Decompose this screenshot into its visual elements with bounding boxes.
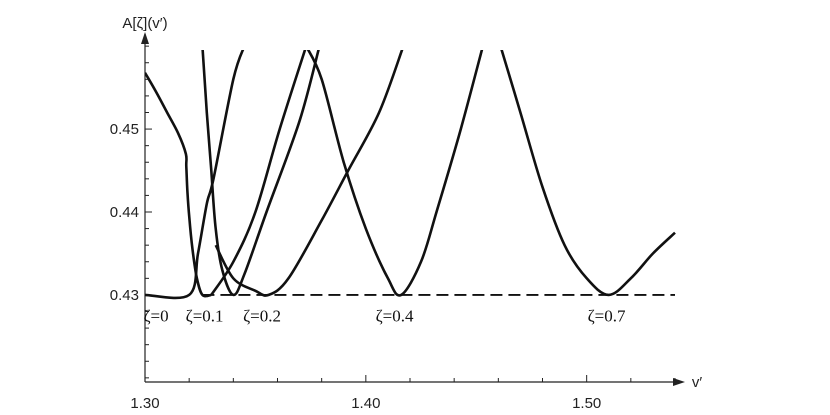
curve-series-4 (214, 50, 404, 297)
curve-series-1 (145, 50, 245, 300)
x-axis-title: v′ (692, 374, 703, 391)
curve-series-0 (145, 72, 212, 298)
zeta-label: ζ=0.7 (588, 307, 626, 326)
y-tick-label: 0.44 (110, 204, 139, 221)
x-tick-label: 1.50 (572, 395, 601, 412)
x-tick-label: 1.40 (351, 395, 380, 412)
y-tick-label: 0.43 (110, 287, 139, 304)
curve-series-2 (201, 50, 320, 297)
x-tick-label: 1.30 (130, 395, 159, 412)
curves-layer (145, 50, 676, 300)
y-axis-arrow (141, 32, 149, 44)
curve-series-3 (210, 50, 307, 296)
axes: 0.43 0.44 0.45 1.30 1.40 1.50 A[ζ](v′) v′ (110, 15, 703, 412)
annotation-layer: ζ=0 ζ=0.1 ζ=0.2 ζ=0.4 ζ=0.7 (143, 307, 626, 326)
zeta-label: ζ=0.4 (376, 307, 414, 326)
y-axis-title: A[ζ](v′) (122, 15, 167, 32)
x-axis-arrow (673, 378, 685, 386)
zeta-label: ζ=0 (143, 307, 168, 326)
zeta-label: ζ=0.2 (243, 307, 281, 326)
y-tick-label: 0.45 (110, 121, 139, 138)
curve-series-5 (306, 50, 484, 297)
curve-series-6 (500, 50, 676, 297)
zeta-label: ζ=0.1 (186, 307, 224, 326)
